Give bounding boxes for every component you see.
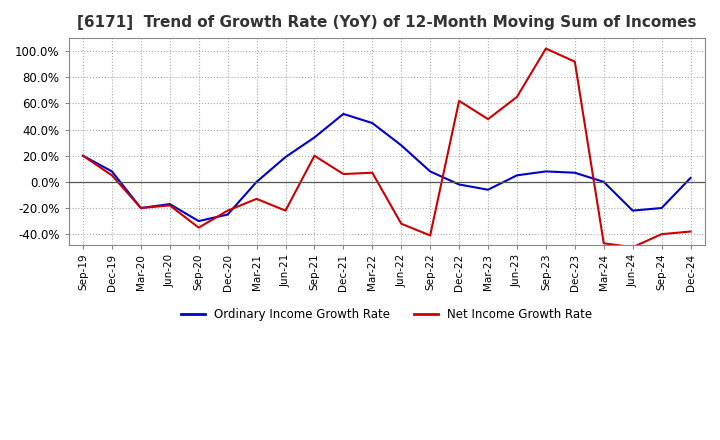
Ordinary Income Growth Rate <box>397 143 405 148</box>
Ordinary Income Growth Rate <box>194 218 203 224</box>
Ordinary Income Growth Rate <box>166 202 174 207</box>
Net Income Growth Rate <box>541 46 550 51</box>
Ordinary Income Growth Rate <box>570 170 579 176</box>
Ordinary Income Growth Rate <box>282 154 290 160</box>
Net Income Growth Rate <box>513 94 521 99</box>
Ordinary Income Growth Rate <box>368 121 377 126</box>
Net Income Growth Rate <box>252 196 261 202</box>
Net Income Growth Rate <box>194 225 203 230</box>
Ordinary Income Growth Rate <box>252 179 261 184</box>
Ordinary Income Growth Rate <box>78 153 87 158</box>
Ordinary Income Growth Rate <box>600 179 608 184</box>
Net Income Growth Rate <box>166 203 174 208</box>
Net Income Growth Rate <box>657 231 666 237</box>
Ordinary Income Growth Rate <box>513 172 521 178</box>
Net Income Growth Rate <box>310 153 319 158</box>
Ordinary Income Growth Rate <box>484 187 492 192</box>
Net Income Growth Rate <box>629 245 637 250</box>
Title: [6171]  Trend of Growth Rate (YoY) of 12-Month Moving Sum of Incomes: [6171] Trend of Growth Rate (YoY) of 12-… <box>77 15 696 30</box>
Ordinary Income Growth Rate <box>657 205 666 211</box>
Legend: Ordinary Income Growth Rate, Net Income Growth Rate: Ordinary Income Growth Rate, Net Income … <box>176 303 597 326</box>
Net Income Growth Rate <box>107 172 116 178</box>
Net Income Growth Rate <box>570 59 579 64</box>
Net Income Growth Rate <box>282 208 290 213</box>
Net Income Growth Rate <box>397 221 405 226</box>
Net Income Growth Rate <box>686 229 695 234</box>
Ordinary Income Growth Rate <box>339 111 348 117</box>
Net Income Growth Rate <box>339 172 348 177</box>
Net Income Growth Rate <box>368 170 377 176</box>
Ordinary Income Growth Rate <box>629 208 637 213</box>
Net Income Growth Rate <box>455 98 464 103</box>
Ordinary Income Growth Rate <box>107 169 116 174</box>
Net Income Growth Rate <box>137 205 145 211</box>
Ordinary Income Growth Rate <box>310 135 319 140</box>
Ordinary Income Growth Rate <box>541 169 550 174</box>
Line: Net Income Growth Rate: Net Income Growth Rate <box>83 48 690 247</box>
Ordinary Income Growth Rate <box>455 182 464 187</box>
Line: Ordinary Income Growth Rate: Ordinary Income Growth Rate <box>83 114 690 221</box>
Ordinary Income Growth Rate <box>223 212 232 217</box>
Net Income Growth Rate <box>484 117 492 122</box>
Ordinary Income Growth Rate <box>137 205 145 211</box>
Net Income Growth Rate <box>223 208 232 213</box>
Net Income Growth Rate <box>426 233 434 238</box>
Net Income Growth Rate <box>78 153 87 158</box>
Ordinary Income Growth Rate <box>686 175 695 180</box>
Ordinary Income Growth Rate <box>426 169 434 174</box>
Net Income Growth Rate <box>600 241 608 246</box>
